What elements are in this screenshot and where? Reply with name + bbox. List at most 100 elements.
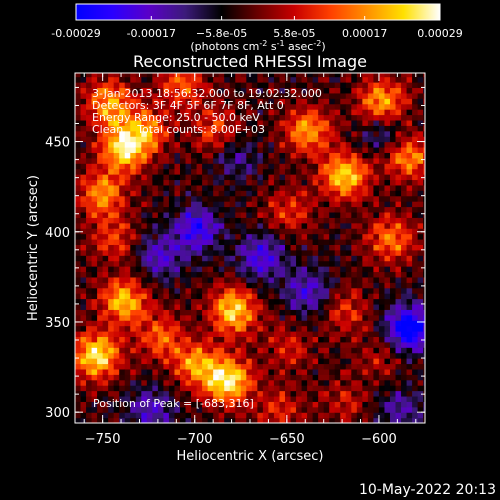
heatmap-cell [296,179,303,186]
heatmap-cell [373,82,380,89]
heatmap-cell [218,417,225,423]
heatmap-cell [80,417,87,423]
heatmap-cell [180,179,187,186]
heatmap-cell [356,336,363,343]
heatmap-cell [218,244,225,251]
heatmap-cell [75,244,82,251]
heatmap-cell [351,314,358,321]
heatmap-cell [307,255,314,262]
heatmap-cell [224,114,231,121]
heatmap-cell [296,206,303,213]
heatmap-cell [218,76,225,83]
heatmap-cell [218,363,225,370]
heatmap-cell [157,222,165,229]
heatmap-cell [75,195,82,202]
heatmap-cell [75,325,82,332]
heatmap-cell [329,130,336,137]
heatmap-cell [240,249,247,256]
heatmap-cell [290,174,297,181]
heatmap-cell [119,146,126,153]
heatmap-cell [378,130,386,137]
heatmap-cell [351,249,358,256]
heatmap-cell [191,385,198,392]
heatmap-cell [202,255,209,262]
heatmap-cell [202,271,209,278]
heatmap-cell [323,136,330,143]
heatmap-cell [262,76,270,83]
heatmap-cell [251,244,258,251]
heatmap-cell [119,352,126,359]
heatmap-cell [191,152,198,159]
heatmap-cell [152,309,159,316]
heatmap-cell [168,109,176,116]
heatmap-cell [417,206,424,213]
heatmap-cell [135,130,142,137]
heatmap-cell [279,217,286,224]
heatmap-cell [351,73,358,78]
heatmap-cell [367,206,375,213]
heatmap-cell [91,174,98,181]
heatmap-cell [262,271,270,278]
heatmap-cell [108,390,115,397]
heatmap-cell [390,228,397,235]
heatmap-cell [168,298,176,305]
heatmap-cell [97,119,104,126]
heatmap-cell [196,395,203,402]
heatmap-cell [395,330,402,338]
heatmap-cell [251,222,258,229]
heatmap-cell [390,179,397,186]
heatmap-cell [390,374,397,381]
heatmap-cell [307,82,314,89]
heatmap-cell [113,163,120,170]
heatmap-cell [362,390,369,397]
heatmap-cell [168,168,176,175]
heatmap-cell [235,260,242,267]
heatmap-cell [290,157,297,164]
heatmap-cell [362,195,369,202]
heatmap-cell [329,114,336,121]
heatmap-cell [318,320,325,327]
heatmap-cell [229,130,236,137]
heatmap-cell [213,157,220,164]
heatmap-cell [329,141,336,148]
heatmap-cell [356,244,363,251]
heatmap-cell [279,287,286,294]
heatmap-cell [329,368,336,375]
heatmap-cell [119,374,126,381]
heatmap-cell [119,341,126,348]
heatmap-cell [351,98,358,105]
heatmap-cell [417,201,424,208]
heatmap-cell [229,163,236,170]
heatmap-cell [119,206,126,213]
heatmap-cell [395,184,402,191]
heatmap-cell [412,130,419,137]
heatmap-cell [262,293,270,300]
heatmap-cell [102,222,109,229]
heatmap-cell [229,401,236,408]
heatmap-cell [251,325,258,332]
heatmap-cell [102,109,109,116]
heatmap-cell [296,146,303,153]
heatmap-cell [235,363,242,370]
heatmap-cell [412,320,419,327]
heatmap-cell [307,347,314,354]
heatmap-cell [401,271,408,278]
heatmap-cell [345,98,352,105]
heatmap-cell [91,146,98,153]
heatmap-cell [191,174,198,181]
heatmap-cell [401,206,408,213]
heatmap-cell [218,358,225,365]
heatmap-cell [417,92,424,99]
heatmap-cell [318,98,325,105]
heatmap-cell [130,174,137,181]
heatmap-cell [86,141,93,148]
heatmap-cell [390,395,397,402]
heatmap-cell [97,336,104,343]
heatmap-cell [135,406,142,413]
heatmap-cell [246,190,253,197]
heatmap-cell [86,125,93,132]
heatmap-cell [251,401,258,408]
heatmap-cell [174,309,181,316]
heatmap-cell [152,119,159,126]
heatmap-cell [356,276,363,283]
